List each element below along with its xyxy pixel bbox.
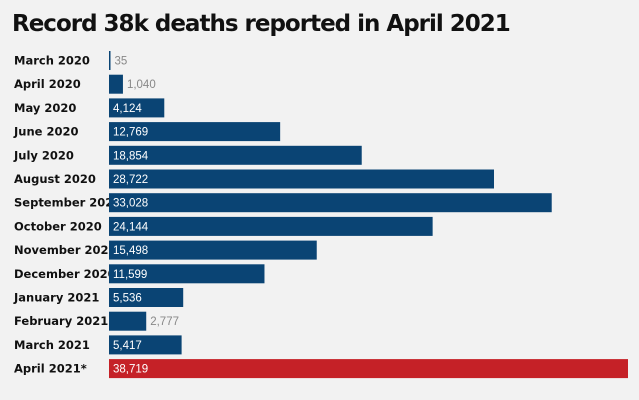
category-label: December 2020	[14, 267, 116, 281]
category-label: April 2021*	[14, 362, 87, 376]
bar	[109, 264, 265, 284]
category-label: March 2020	[14, 54, 90, 68]
bar	[109, 169, 494, 189]
value-label: 15,498	[113, 245, 148, 257]
value-label: 33,028	[113, 198, 148, 210]
category-label: November 2020	[14, 243, 117, 257]
bar	[109, 311, 147, 331]
bar	[109, 122, 281, 142]
category-label: July 2020	[13, 148, 74, 162]
bar	[109, 240, 317, 260]
bar	[109, 51, 111, 70]
bar-highlight	[109, 359, 628, 379]
value-label: 5,536	[113, 293, 142, 305]
value-label: 18,854	[113, 150, 149, 162]
value-label: 24,144	[113, 221, 149, 233]
value-label: 11,599	[113, 269, 147, 281]
value-label: 5,417	[113, 340, 142, 352]
value-label: 2,777	[150, 316, 179, 328]
bar	[109, 193, 552, 213]
value-label: 28,722	[113, 174, 148, 186]
value-label: 1,040	[127, 79, 156, 91]
chart-title: Record 38k deaths reported in April 2021	[12, 11, 511, 37]
value-label: 35	[115, 56, 128, 68]
category-label: September 2020	[14, 196, 121, 210]
value-label: 38,719	[113, 364, 148, 376]
category-label: August 2020	[14, 172, 96, 186]
bar	[109, 335, 182, 355]
category-label: January 2021	[13, 291, 99, 305]
category-label: March 2021	[14, 338, 90, 352]
category-label: April 2020	[14, 77, 81, 91]
value-label: 12,769	[113, 127, 148, 139]
category-label: May 2020	[14, 101, 76, 115]
value-label: 4,124	[113, 103, 142, 115]
category-label: February 2021	[14, 314, 108, 328]
bar	[109, 216, 433, 236]
category-label: June 2020	[13, 125, 78, 139]
bar	[109, 98, 165, 118]
bar	[109, 74, 123, 94]
category-label: October 2020	[14, 219, 102, 233]
bar	[109, 145, 362, 165]
bar	[109, 288, 184, 307]
